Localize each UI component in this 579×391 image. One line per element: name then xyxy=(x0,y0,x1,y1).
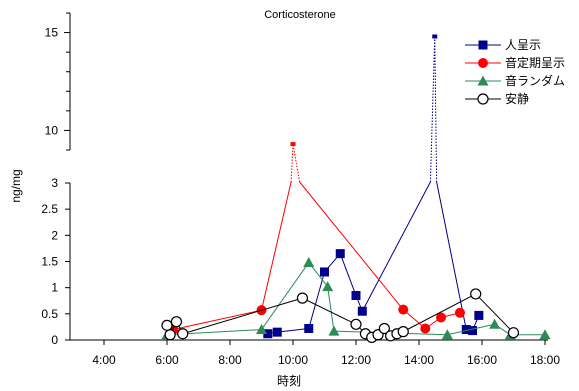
data-point xyxy=(164,329,176,341)
data-point xyxy=(454,307,465,318)
data-point xyxy=(474,310,484,320)
data-point xyxy=(397,326,409,338)
legend-marker xyxy=(477,93,489,105)
data-point xyxy=(441,329,453,340)
data-point xyxy=(256,324,267,335)
y-axis-title: ng/mg xyxy=(9,169,23,202)
y-tick-label-lower: 2.5 xyxy=(41,202,58,216)
data-point xyxy=(351,291,361,301)
legend-marker xyxy=(478,58,488,68)
x-tick-label: 6:00 xyxy=(155,353,179,367)
data-point xyxy=(489,318,501,329)
data-point xyxy=(335,249,345,259)
series-line-break xyxy=(429,36,436,183)
x-tick-label: 10:00 xyxy=(278,353,308,367)
data-point xyxy=(177,328,189,340)
series-line xyxy=(436,181,467,330)
data-point xyxy=(322,281,334,292)
series-line-break xyxy=(292,144,301,183)
series-1 xyxy=(263,34,484,339)
y-tick-label-upper: 15 xyxy=(45,26,59,40)
y-tick-label-lower: 1 xyxy=(51,281,58,295)
axes: 10 15 0 0.5 1 1.5 2 2.5 3 4:00 6:00 8:00 10:00 12:00 1… xyxy=(41,12,560,367)
series-line xyxy=(173,309,262,331)
series-line xyxy=(261,181,292,311)
y-tick-label-lower: 0.5 xyxy=(41,307,58,321)
series-line xyxy=(361,181,431,312)
legend-item-3: 音ランダム xyxy=(465,73,565,88)
data-point xyxy=(290,142,296,147)
data-point xyxy=(357,306,367,316)
data-point xyxy=(398,304,409,315)
legend-item-4: 安静 xyxy=(465,91,529,106)
data-point xyxy=(507,327,520,339)
chart-title: Corticosterone xyxy=(264,9,336,21)
legend-label: 安静 xyxy=(505,91,529,106)
data-point xyxy=(303,257,315,268)
series-2 xyxy=(168,142,465,335)
data-point xyxy=(304,323,314,333)
legend-label: 音定期呈示 xyxy=(505,55,565,70)
x-tick-label: 14:00 xyxy=(404,353,434,367)
data-point xyxy=(296,292,309,304)
data-point xyxy=(161,319,173,331)
y-tick-label-lower: 0 xyxy=(51,333,58,347)
series-line xyxy=(261,262,310,330)
legend-label: 音ランダム xyxy=(505,73,565,88)
series-line xyxy=(277,327,309,333)
y-tick-label-lower: 3 xyxy=(51,176,58,190)
plot-area xyxy=(161,34,551,343)
series-line xyxy=(475,293,514,334)
series-line xyxy=(308,271,325,329)
x-tick-label: 16:00 xyxy=(467,353,497,367)
data-point xyxy=(468,326,478,336)
series-line xyxy=(447,323,495,336)
series-line xyxy=(327,286,335,332)
y-tick-label-lower: 2 xyxy=(51,228,58,242)
series-line xyxy=(403,293,476,333)
data-point xyxy=(272,327,282,337)
legend-item-1: 人呈示 xyxy=(465,38,541,52)
data-point xyxy=(470,288,482,300)
data-point xyxy=(328,325,340,336)
legend-marker xyxy=(477,75,489,86)
data-point xyxy=(432,34,438,39)
series-line xyxy=(339,253,357,296)
x-tick-label: 4:00 xyxy=(92,353,116,367)
data-point xyxy=(461,325,471,335)
data-point xyxy=(378,322,390,335)
data-point xyxy=(263,329,273,339)
x-axis-title: 時刻 xyxy=(277,374,301,388)
data-point xyxy=(170,316,183,328)
legend-label: 人呈示 xyxy=(505,38,541,52)
legend-item-2: 音定期呈示 xyxy=(465,55,565,70)
series-line xyxy=(182,297,303,335)
y-tick-label-lower: 1.5 xyxy=(41,255,58,269)
data-point xyxy=(420,323,431,334)
x-tick-label: 18:00 xyxy=(530,353,560,367)
series-line-break xyxy=(434,36,438,183)
data-point xyxy=(436,312,447,323)
series-line-break xyxy=(290,144,294,183)
legend-marker xyxy=(478,40,488,50)
x-tick-label: 8:00 xyxy=(218,353,242,367)
series-line xyxy=(302,297,357,325)
data-point xyxy=(320,267,329,277)
data-point xyxy=(350,318,362,330)
data-point xyxy=(539,329,551,340)
series-4 xyxy=(161,288,520,343)
y-tick-label-upper: 10 xyxy=(45,123,59,137)
x-tick-label: 12:00 xyxy=(341,353,371,367)
series-line xyxy=(299,181,404,310)
